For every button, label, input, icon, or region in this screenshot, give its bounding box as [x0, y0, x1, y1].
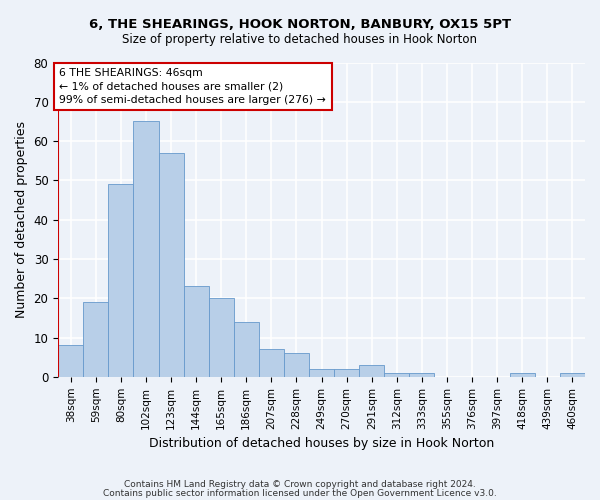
Bar — [384, 373, 409, 377]
Text: Size of property relative to detached houses in Hook Norton: Size of property relative to detached ho… — [122, 32, 478, 46]
Text: Contains public sector information licensed under the Open Government Licence v3: Contains public sector information licen… — [103, 489, 497, 498]
Bar — [83, 302, 109, 377]
Bar — [209, 298, 234, 377]
Text: 6 THE SHEARINGS: 46sqm
← 1% of detached houses are smaller (2)
99% of semi-detac: 6 THE SHEARINGS: 46sqm ← 1% of detached … — [59, 68, 326, 105]
Text: 6, THE SHEARINGS, HOOK NORTON, BANBURY, OX15 5PT: 6, THE SHEARINGS, HOOK NORTON, BANBURY, … — [89, 18, 511, 30]
Bar — [510, 373, 535, 377]
Bar — [184, 286, 209, 377]
Bar — [259, 350, 284, 377]
Bar — [309, 369, 334, 377]
Y-axis label: Number of detached properties: Number of detached properties — [15, 121, 28, 318]
Bar — [133, 122, 158, 377]
Bar — [560, 373, 585, 377]
Bar — [109, 184, 133, 377]
Bar — [359, 365, 384, 377]
Bar — [284, 353, 309, 377]
Bar — [334, 369, 359, 377]
Bar — [234, 322, 259, 377]
Text: Contains HM Land Registry data © Crown copyright and database right 2024.: Contains HM Land Registry data © Crown c… — [124, 480, 476, 489]
X-axis label: Distribution of detached houses by size in Hook Norton: Distribution of detached houses by size … — [149, 437, 494, 450]
Bar — [158, 153, 184, 377]
Bar — [58, 346, 83, 377]
Bar — [409, 373, 434, 377]
